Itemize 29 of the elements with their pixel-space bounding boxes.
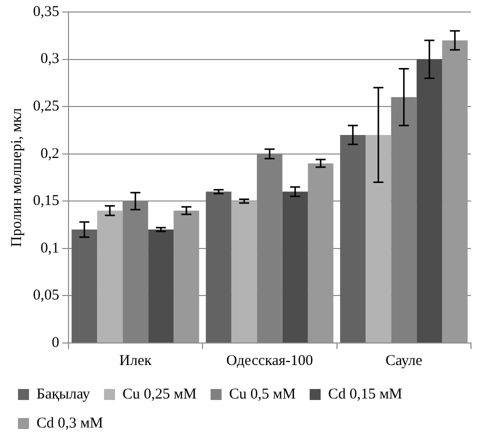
legend-label: Бақылау <box>36 386 91 402</box>
legend-label: Cu 0,25 мМ <box>122 386 197 402</box>
bar <box>148 230 174 342</box>
y-axis-title: Пролин мөлшері, мкл <box>8 107 25 248</box>
bar <box>97 210 123 342</box>
legend-label: Cu 0,5 мМ <box>229 386 296 402</box>
x-tick-label: Одесская-100 <box>226 352 313 369</box>
y-tick-label: 0,25 <box>33 98 60 115</box>
y-tick-label: 0,2 <box>40 146 60 162</box>
bar <box>174 210 200 342</box>
y-tick-label: 0 <box>52 334 60 351</box>
bar <box>206 192 232 342</box>
bar <box>442 40 468 342</box>
bar <box>308 163 334 342</box>
y-tick-label: 0,3 <box>40 51 60 68</box>
y-tick-label: 0,05 <box>33 288 60 304</box>
bar <box>282 192 308 342</box>
x-tick-label: Сауле <box>385 352 423 369</box>
y-tick-label: 0,1 <box>40 240 60 256</box>
legend-label: Cd 0,15 мМ <box>328 386 402 402</box>
x-tick-label: Илек <box>119 352 152 369</box>
bar <box>72 230 98 342</box>
bar <box>231 201 257 342</box>
bar <box>416 59 442 342</box>
bar <box>340 134 366 342</box>
legend-label: Cd 0,3 мМ <box>36 415 104 432</box>
bar <box>366 134 392 342</box>
y-tick-label: 0,15 <box>33 193 60 210</box>
y-tick-label: 0,35 <box>33 4 60 20</box>
